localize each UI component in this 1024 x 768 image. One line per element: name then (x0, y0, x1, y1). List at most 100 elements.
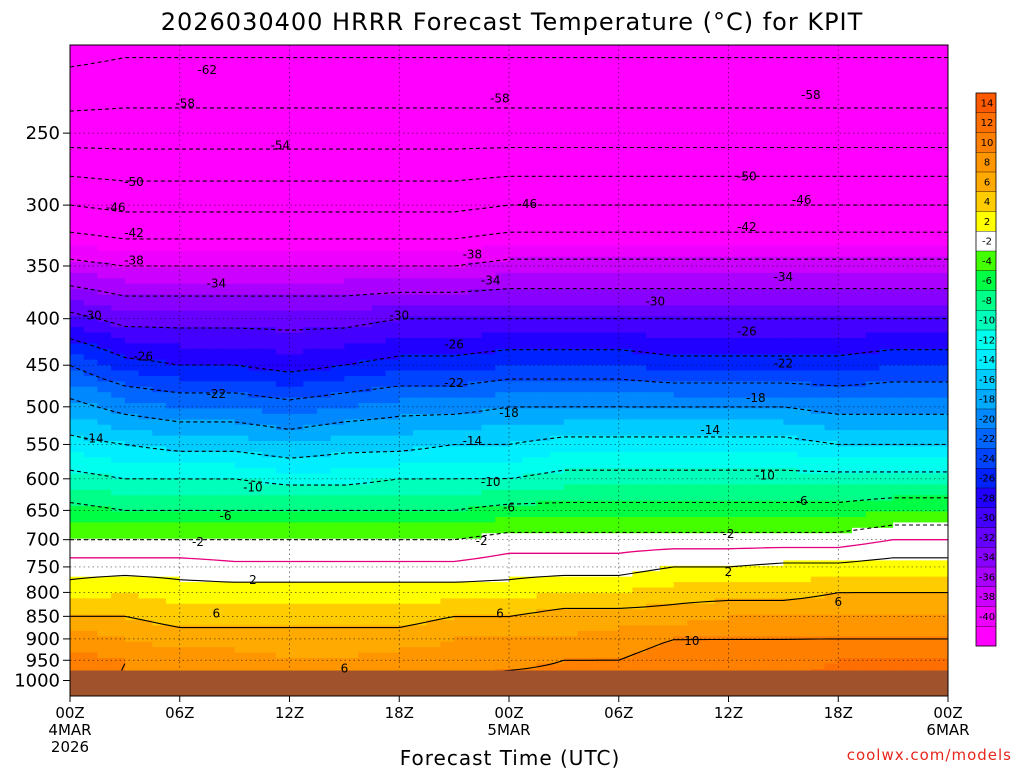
field-cell (412, 386, 428, 393)
field-cell (879, 50, 894, 57)
field-cell (70, 158, 85, 165)
field-cell (714, 441, 730, 448)
field-cell (728, 403, 743, 410)
field-cell (303, 262, 318, 269)
field-cell (83, 245, 99, 252)
field-cell (248, 305, 263, 312)
field-cell (316, 305, 332, 312)
field-cell (865, 55, 881, 62)
field-cell (138, 289, 153, 296)
field-cell (659, 267, 675, 274)
field-cell (577, 289, 592, 296)
field-cell (920, 392, 935, 399)
field-cell (851, 310, 867, 317)
field-cell (728, 45, 743, 52)
field-cell (275, 327, 291, 334)
field-cell (83, 337, 99, 344)
field-cell (742, 289, 757, 296)
field-cell (426, 196, 442, 203)
field-cell (111, 120, 126, 127)
field-cell (248, 256, 263, 263)
field-cell (303, 61, 318, 68)
field-cell (412, 191, 428, 198)
field-cell (783, 175, 798, 182)
temperature-field (70, 45, 948, 696)
field-cell (344, 321, 359, 328)
field-cell (906, 413, 922, 420)
field-cell (207, 370, 222, 377)
field-cell (412, 50, 428, 57)
field-cell (344, 153, 359, 160)
field-cell (467, 99, 483, 106)
field-cell (330, 224, 345, 231)
field-cell (701, 240, 716, 247)
field-cell (124, 468, 140, 475)
field-cell (618, 110, 634, 117)
field-cell (522, 267, 538, 274)
field-cell (783, 343, 798, 350)
field-cell (193, 142, 208, 149)
chart-title: 2026030400 HRRR Forecast Temperature (°C… (161, 8, 864, 36)
field-cell (234, 337, 249, 344)
field-cell (673, 408, 688, 415)
field-cell (522, 110, 538, 117)
field-cell (646, 240, 661, 247)
field-cell (111, 457, 126, 464)
field-cell (865, 343, 881, 350)
field-cell (124, 153, 140, 160)
field-cell (934, 299, 948, 306)
field-cell (797, 365, 812, 372)
field-cell (138, 164, 153, 171)
field-cell (385, 278, 400, 285)
field-cell (399, 386, 414, 393)
field-cell (851, 131, 867, 138)
field-cell (509, 110, 524, 117)
field-cell (303, 403, 318, 410)
field-cell (275, 403, 291, 410)
field-cell (728, 441, 743, 448)
field-cell (481, 126, 496, 133)
field-cell (124, 158, 140, 165)
field-cell (742, 397, 757, 404)
field-cell (783, 381, 798, 388)
field-cell (591, 110, 606, 117)
field-cell (824, 110, 839, 117)
field-cell (906, 158, 922, 165)
field-cell (70, 218, 85, 225)
field-cell (399, 305, 414, 312)
field-cell (522, 115, 538, 122)
field-cell (522, 359, 538, 366)
field-cell (481, 294, 496, 301)
field-cell (797, 451, 812, 458)
field-cell (591, 294, 606, 301)
field-cell (577, 365, 592, 372)
field-cell (618, 234, 634, 241)
field-cell (124, 316, 140, 323)
field-cell (879, 435, 894, 442)
field-cell (893, 272, 908, 279)
field-cell (865, 424, 881, 431)
field-cell (838, 327, 853, 334)
field-cell (412, 451, 428, 458)
field-cell (659, 251, 675, 258)
field-cell (522, 66, 538, 73)
field-cell (111, 299, 126, 306)
field-cell (138, 148, 153, 155)
field-cell (522, 408, 538, 415)
field-cell (563, 348, 579, 355)
field-cell (879, 283, 894, 290)
field-cell (179, 262, 195, 269)
field-cell (934, 343, 948, 350)
field-cell (563, 403, 579, 410)
field-cell (509, 148, 524, 155)
field-cell (810, 158, 826, 165)
field-cell (920, 299, 935, 306)
field-cell (865, 240, 881, 247)
field-cell (97, 169, 112, 176)
field-cell (522, 234, 538, 241)
field-cell (262, 392, 277, 399)
field-cell (577, 343, 592, 350)
field-cell (385, 413, 400, 420)
field-cell (618, 262, 634, 269)
field-cell (728, 348, 743, 355)
